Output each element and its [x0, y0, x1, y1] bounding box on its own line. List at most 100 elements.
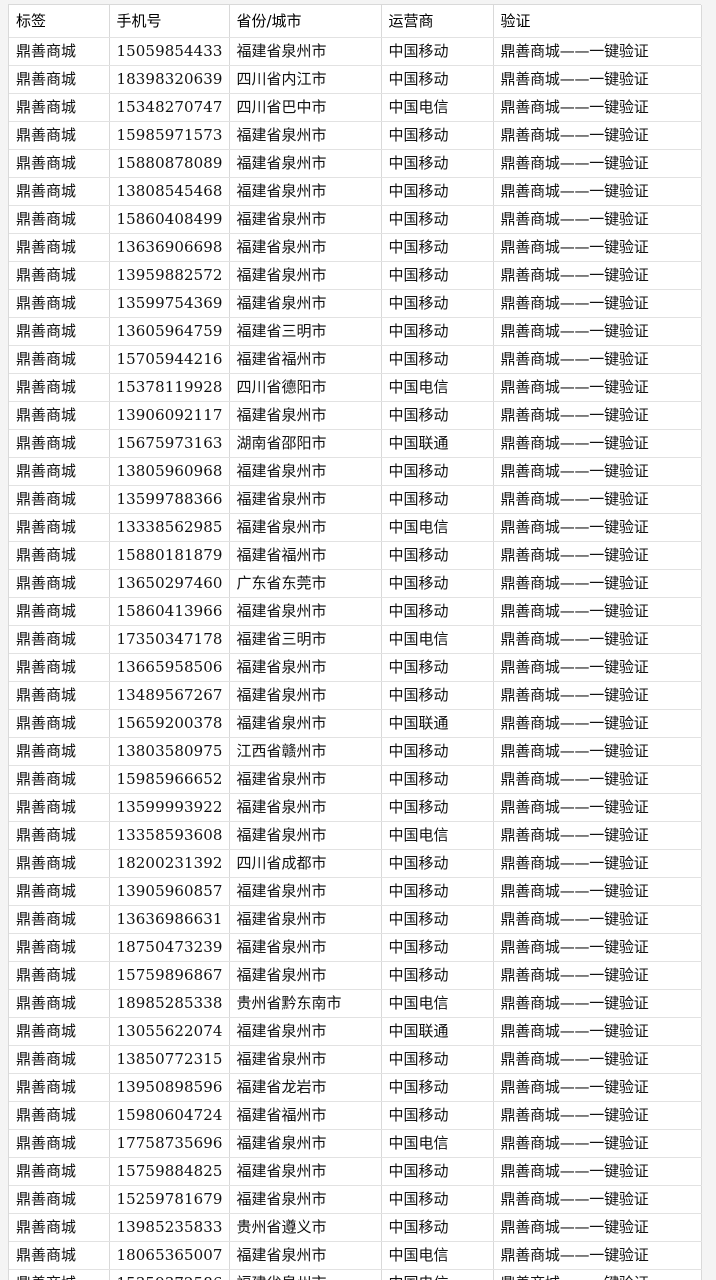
- table-row[interactable]: 鼎善商城 15659200378 福建省泉州市 中国联通 鼎善商城——一键验证: [9, 709, 702, 738]
- table-row[interactable]: 鼎善商城 13489567267 福建省泉州市 中国移动 鼎善商城——一键验证: [9, 681, 702, 710]
- table-row[interactable]: 鼎善商城 15759896867 福建省泉州市 中国移动 鼎善商城——一键验证: [9, 961, 702, 990]
- table-row[interactable]: 鼎善商城 13599993922 福建省泉州市 中国移动 鼎善商城——一键验证: [9, 793, 702, 822]
- column-header-phone[interactable]: 手机号: [109, 5, 230, 38]
- cell-tag: 鼎善商城: [9, 933, 110, 962]
- cell-phone: 18750473239: [109, 933, 230, 962]
- cell-carrier: 中国移动: [381, 457, 494, 486]
- table-row[interactable]: 鼎善商城 15059854433 福建省泉州市 中国移动 鼎善商城——一键验证: [9, 37, 702, 66]
- table-row[interactable]: 鼎善商城 13950898596 福建省龙岩市 中国移动 鼎善商城——一键验证: [9, 1073, 702, 1102]
- table-row[interactable]: 鼎善商城 15348270747 四川省巴中市 中国电信 鼎善商城——一键验证: [9, 93, 702, 122]
- cell-region: 福建省泉州市: [229, 485, 382, 514]
- table-row[interactable]: 鼎善商城 15860408499 福建省泉州市 中国移动 鼎善商城——一键验证: [9, 205, 702, 234]
- table-row[interactable]: 鼎善商城 13808545468 福建省泉州市 中国移动 鼎善商城——一键验证: [9, 177, 702, 206]
- cell-region: 四川省成都市: [229, 849, 382, 878]
- cell-region: 福建省泉州市: [229, 681, 382, 710]
- table-row[interactable]: 鼎善商城 13636986631 福建省泉州市 中国移动 鼎善商城——一键验证: [9, 905, 702, 934]
- table-row[interactable]: 鼎善商城 13805960968 福建省泉州市 中国移动 鼎善商城——一键验证: [9, 457, 702, 486]
- cell-phone: 13489567267: [109, 681, 230, 710]
- table-row[interactable]: 鼎善商城 15860413966 福建省泉州市 中国移动 鼎善商城——一键验证: [9, 597, 702, 626]
- table-row[interactable]: 鼎善商城 13605964759 福建省三明市 中国移动 鼎善商城——一键验证: [9, 317, 702, 346]
- table-row[interactable]: 鼎善商城 13906092117 福建省泉州市 中国移动 鼎善商城——一键验证: [9, 401, 702, 430]
- table-row[interactable]: 鼎善商城 18398320639 四川省内江市 中国移动 鼎善商城——一键验证: [9, 65, 702, 94]
- cell-carrier: 中国移动: [381, 401, 494, 430]
- cell-tag: 鼎善商城: [9, 1101, 110, 1130]
- cell-tag: 鼎善商城: [9, 681, 110, 710]
- cell-phone: 13959882572: [109, 261, 230, 290]
- cell-region: 福建省泉州市: [229, 1045, 382, 1074]
- table-row[interactable]: 鼎善商城 13905960857 福建省泉州市 中国移动 鼎善商城——一键验证: [9, 877, 702, 906]
- table-row[interactable]: 鼎善商城 13358593608 福建省泉州市 中国电信 鼎善商城——一键验证: [9, 821, 702, 850]
- cell-phone: 15880181879: [109, 541, 230, 570]
- cell-region: 福建省泉州市: [229, 1269, 382, 1280]
- cell-carrier: 中国电信: [381, 373, 494, 402]
- cell-verify: 鼎善商城——一键验证: [493, 65, 702, 94]
- cell-carrier: 中国移动: [381, 121, 494, 150]
- cell-carrier: 中国电信: [381, 93, 494, 122]
- table-row[interactable]: 鼎善商城 18985285338 贵州省黔东南市 中国电信 鼎善商城——一键验证: [9, 989, 702, 1018]
- table-row[interactable]: 鼎善商城 13650297460 广东省东莞市 中国移动 鼎善商城——一键验证: [9, 569, 702, 598]
- cell-region: 福建省泉州市: [229, 653, 382, 682]
- table-row[interactable]: 鼎善商城 15980604724 福建省福州市 中国移动 鼎善商城——一键验证: [9, 1101, 702, 1130]
- cell-carrier: 中国移动: [381, 933, 494, 962]
- cell-phone: 17350347178: [109, 625, 230, 654]
- table-row[interactable]: 鼎善商城 18065365007 福建省泉州市 中国电信 鼎善商城——一键验证: [9, 1241, 702, 1270]
- cell-tag: 鼎善商城: [9, 373, 110, 402]
- table-row[interactable]: 鼎善商城 15675973163 湖南省邵阳市 中国联通 鼎善商城——一键验证: [9, 429, 702, 458]
- cell-tag: 鼎善商城: [9, 821, 110, 850]
- table-row[interactable]: 鼎善商城 13055622074 福建省泉州市 中国联通 鼎善商城——一键验证: [9, 1017, 702, 1046]
- cell-region: 福建省泉州市: [229, 1157, 382, 1186]
- column-header-region[interactable]: 省份/城市: [229, 5, 382, 38]
- table-row[interactable]: 鼎善商城 13803580975 江西省赣州市 中国移动 鼎善商城——一键验证: [9, 737, 702, 766]
- cell-region: 福建省泉州市: [229, 205, 382, 234]
- cell-tag: 鼎善商城: [9, 793, 110, 822]
- table-row[interactable]: 鼎善商城 13338562985 福建省泉州市 中国电信 鼎善商城——一键验证: [9, 513, 702, 542]
- table-row[interactable]: 鼎善商城15359372586福建省泉州市中国电信鼎善商城——一键验证: [9, 1269, 702, 1280]
- table-row[interactable]: 鼎善商城 15705944216 福建省福州市 中国移动 鼎善商城——一键验证: [9, 345, 702, 374]
- cell-region: 福建省泉州市: [229, 1185, 382, 1214]
- table-row[interactable]: 鼎善商城 13959882572 福建省泉州市 中国移动 鼎善商城——一键验证: [9, 261, 702, 290]
- table-row[interactable]: 鼎善商城 13850772315 福建省泉州市 中国移动 鼎善商城——一键验证: [9, 1045, 702, 1074]
- table-row[interactable]: 鼎善商城 15759884825 福建省泉州市 中国移动 鼎善商城——一键验证: [9, 1157, 702, 1186]
- cell-carrier: 中国移动: [381, 1101, 494, 1130]
- table-row[interactable]: 鼎善商城 15985971573 福建省泉州市 中国移动 鼎善商城——一键验证: [9, 121, 702, 150]
- cell-tag: 鼎善商城: [9, 121, 110, 150]
- table-row[interactable]: 鼎善商城 13665958506 福建省泉州市 中国移动 鼎善商城——一键验证: [9, 653, 702, 682]
- cell-verify: 鼎善商城——一键验证: [493, 1157, 702, 1186]
- table-row[interactable]: 鼎善商城 18750473239 福建省泉州市 中国移动 鼎善商城——一键验证: [9, 933, 702, 962]
- table-row[interactable]: 鼎善商城 13985235833 贵州省遵义市 中国移动 鼎善商城——一键验证: [9, 1213, 702, 1242]
- cell-carrier: 中国联通: [381, 709, 494, 738]
- table-row[interactable]: 鼎善商城 15378119928 四川省德阳市 中国电信 鼎善商城——一键验证: [9, 373, 702, 402]
- cell-tag: 鼎善商城: [9, 261, 110, 290]
- column-header-carrier[interactable]: 运营商: [381, 5, 494, 38]
- column-header-tag[interactable]: 标签: [9, 5, 110, 38]
- table-row[interactable]: 鼎善商城 15880181879 福建省福州市 中国移动 鼎善商城——一键验证: [9, 541, 702, 570]
- cell-phone: 13599788366: [109, 485, 230, 514]
- cell-tag: 鼎善商城: [9, 429, 110, 458]
- table-row[interactable]: 鼎善商城 17758735696 福建省泉州市 中国电信 鼎善商城——一键验证: [9, 1129, 702, 1158]
- cell-tag: 鼎善商城: [9, 709, 110, 738]
- cell-carrier: 中国移动: [381, 317, 494, 346]
- cell-carrier: 中国联通: [381, 429, 494, 458]
- table-row[interactable]: 鼎善商城 15985966652 福建省泉州市 中国移动 鼎善商城——一键验证: [9, 765, 702, 794]
- cell-tag: 鼎善商城: [9, 541, 110, 570]
- cell-phone: 15705944216: [109, 345, 230, 374]
- cell-phone: 13803580975: [109, 737, 230, 766]
- cell-verify: 鼎善商城——一键验证: [493, 681, 702, 710]
- table-row[interactable]: 鼎善商城 13599754369 福建省泉州市 中国移动 鼎善商城——一键验证: [9, 289, 702, 318]
- table-row[interactable]: 鼎善商城 18200231392 四川省成都市 中国移动 鼎善商城——一键验证: [9, 849, 702, 878]
- cell-tag: 鼎善商城: [9, 569, 110, 598]
- cell-phone: 15675973163: [109, 429, 230, 458]
- table-row[interactable]: 鼎善商城 13599788366 福建省泉州市 中国移动 鼎善商城——一键验证: [9, 485, 702, 514]
- cell-verify: 鼎善商城——一键验证: [493, 373, 702, 402]
- table-row[interactable]: 鼎善商城 15259781679 福建省泉州市 中国移动 鼎善商城——一键验证: [9, 1185, 702, 1214]
- table-row[interactable]: 鼎善商城 13636906698 福建省泉州市 中国移动 鼎善商城——一键验证: [9, 233, 702, 262]
- cell-phone: 13605964759: [109, 317, 230, 346]
- column-header-verify[interactable]: 验证: [493, 5, 702, 38]
- phone-records-table: 标签 手机号 省份/城市 运营商 验证 鼎善商城 15059854433 福建省泉州市 中国移…: [9, 5, 702, 1280]
- table-row[interactable]: 鼎善商城 15880878089 福建省泉州市 中国移动 鼎善商城——一键验证: [9, 149, 702, 178]
- cell-verify: 鼎善商城——一键验证: [493, 1017, 702, 1046]
- cell-region: 四川省德阳市: [229, 373, 382, 402]
- table-row[interactable]: 鼎善商城 17350347178 福建省三明市 中国电信 鼎善商城——一键验证: [9, 625, 702, 654]
- cell-region: 福建省泉州市: [229, 289, 382, 318]
